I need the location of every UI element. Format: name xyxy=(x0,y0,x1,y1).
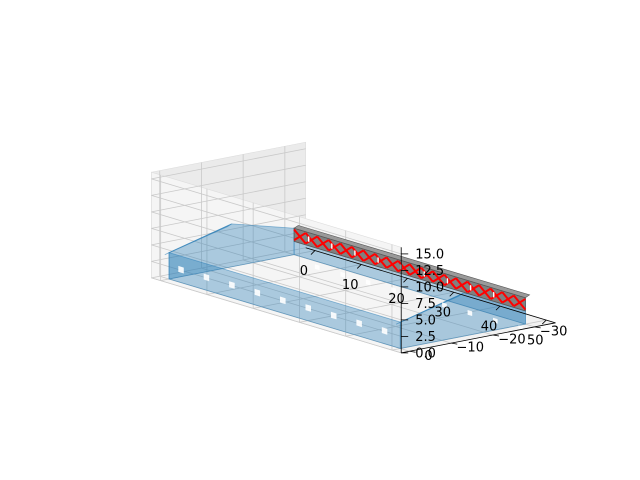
grid-line-x xyxy=(299,291,454,323)
grid-line-y xyxy=(201,267,452,344)
y-tick-label: 0 xyxy=(424,349,432,364)
tick-mark xyxy=(449,291,455,297)
z-tick-label: 7.5 xyxy=(415,297,436,312)
truss-brace xyxy=(397,260,411,276)
truss-brace xyxy=(408,263,423,279)
truss-opening xyxy=(308,236,310,242)
tick-mark xyxy=(541,319,547,325)
truss-brace xyxy=(443,274,457,290)
truss-brace xyxy=(374,253,388,269)
z-tick-label: 5.0 xyxy=(415,313,436,328)
grid-line-z xyxy=(151,244,402,321)
truss-beam-top xyxy=(293,225,531,299)
tick-mark xyxy=(492,334,500,337)
window-opening xyxy=(381,327,388,335)
window-opening xyxy=(493,317,498,324)
grid-line-x xyxy=(253,277,408,309)
grid-line-z xyxy=(151,214,306,246)
tick-mark xyxy=(403,278,408,283)
window-opening xyxy=(391,287,396,294)
window-opening xyxy=(280,296,286,305)
x-tick-label: 30 xyxy=(434,306,451,321)
grid-line-y xyxy=(243,259,494,336)
grid-line-x xyxy=(345,305,501,337)
truss-brace xyxy=(328,239,342,255)
grid-line-z xyxy=(151,164,306,196)
axis-ticks: 0 10 20 30 40 50 0 −10 −20 −30 0.02.5 5.07.5 10.012.… xyxy=(300,247,567,364)
y-tick-label: −20 xyxy=(498,333,525,348)
truss-brace xyxy=(478,284,492,300)
window-opening xyxy=(305,304,311,312)
x-tick-label: 40 xyxy=(481,320,498,335)
window-opening xyxy=(416,294,422,301)
window-opening xyxy=(365,279,371,286)
window-opening xyxy=(203,273,210,282)
window-opening xyxy=(467,310,473,316)
tick-mark xyxy=(409,350,416,353)
truss-opening xyxy=(331,243,333,249)
grid-line-z xyxy=(151,227,402,304)
truss-opening xyxy=(423,271,425,277)
truss-brace xyxy=(385,256,399,273)
truss-opening xyxy=(446,278,449,284)
building-model xyxy=(164,223,531,350)
x-tick-label: 50 xyxy=(527,334,544,349)
z-tick-label: 0.0 xyxy=(415,346,436,361)
grid-line-z xyxy=(151,181,306,213)
y-axis-line xyxy=(401,322,556,354)
z-tick-label: 12.5 xyxy=(415,264,444,279)
z-tick-label: 15.0 xyxy=(415,247,444,262)
truss-brace xyxy=(351,246,365,262)
tick-mark xyxy=(534,326,541,329)
truss-brace xyxy=(316,235,330,252)
z-tick-label: 2.5 xyxy=(415,330,436,345)
grid-line-z xyxy=(151,178,402,255)
grid-line-z xyxy=(151,230,306,262)
truss-brace xyxy=(420,267,434,283)
truss-brace xyxy=(466,281,480,297)
window-opening xyxy=(229,281,235,289)
x-tick-label: 10 xyxy=(342,278,359,293)
truss-brace xyxy=(455,277,469,293)
grid-line-z xyxy=(151,247,306,279)
tick-mark xyxy=(310,250,316,255)
grid-line-z xyxy=(151,148,306,180)
x-tick-label: 0 xyxy=(300,264,308,279)
grid-line-z xyxy=(151,197,306,229)
tick-mark xyxy=(451,342,458,345)
truss-brace xyxy=(362,249,376,266)
y-tick-label: −10 xyxy=(457,341,484,356)
building-roof-right xyxy=(395,293,464,325)
window-opening xyxy=(314,264,320,271)
y-tick-label: −30 xyxy=(540,324,567,339)
truss-opening xyxy=(493,291,495,298)
truss-brace xyxy=(339,242,353,259)
window-opening xyxy=(254,288,261,297)
tick-mark xyxy=(356,264,362,269)
z-tick-label: 10.0 xyxy=(415,280,444,295)
truss-brace xyxy=(501,291,515,307)
grid-line-z xyxy=(151,277,402,354)
window-opening xyxy=(178,265,184,274)
window-opening xyxy=(330,311,337,320)
truss-opening xyxy=(469,285,472,291)
truss-brace xyxy=(489,287,504,304)
truss-brace xyxy=(304,232,319,248)
tick-mark xyxy=(495,305,501,311)
window-opening xyxy=(442,302,447,309)
window-opening xyxy=(340,271,345,278)
truss-brace xyxy=(432,270,446,286)
truss-brace xyxy=(293,228,307,245)
window-opening xyxy=(356,319,362,328)
axes-panes xyxy=(151,141,556,354)
grid-line-x xyxy=(206,264,362,295)
building-roof-left xyxy=(164,223,232,256)
x-axis-line xyxy=(305,247,556,324)
x-tick-label: 20 xyxy=(388,292,405,307)
truss-opening xyxy=(354,250,356,256)
truss-opening xyxy=(377,257,379,263)
truss-brace xyxy=(513,294,527,311)
